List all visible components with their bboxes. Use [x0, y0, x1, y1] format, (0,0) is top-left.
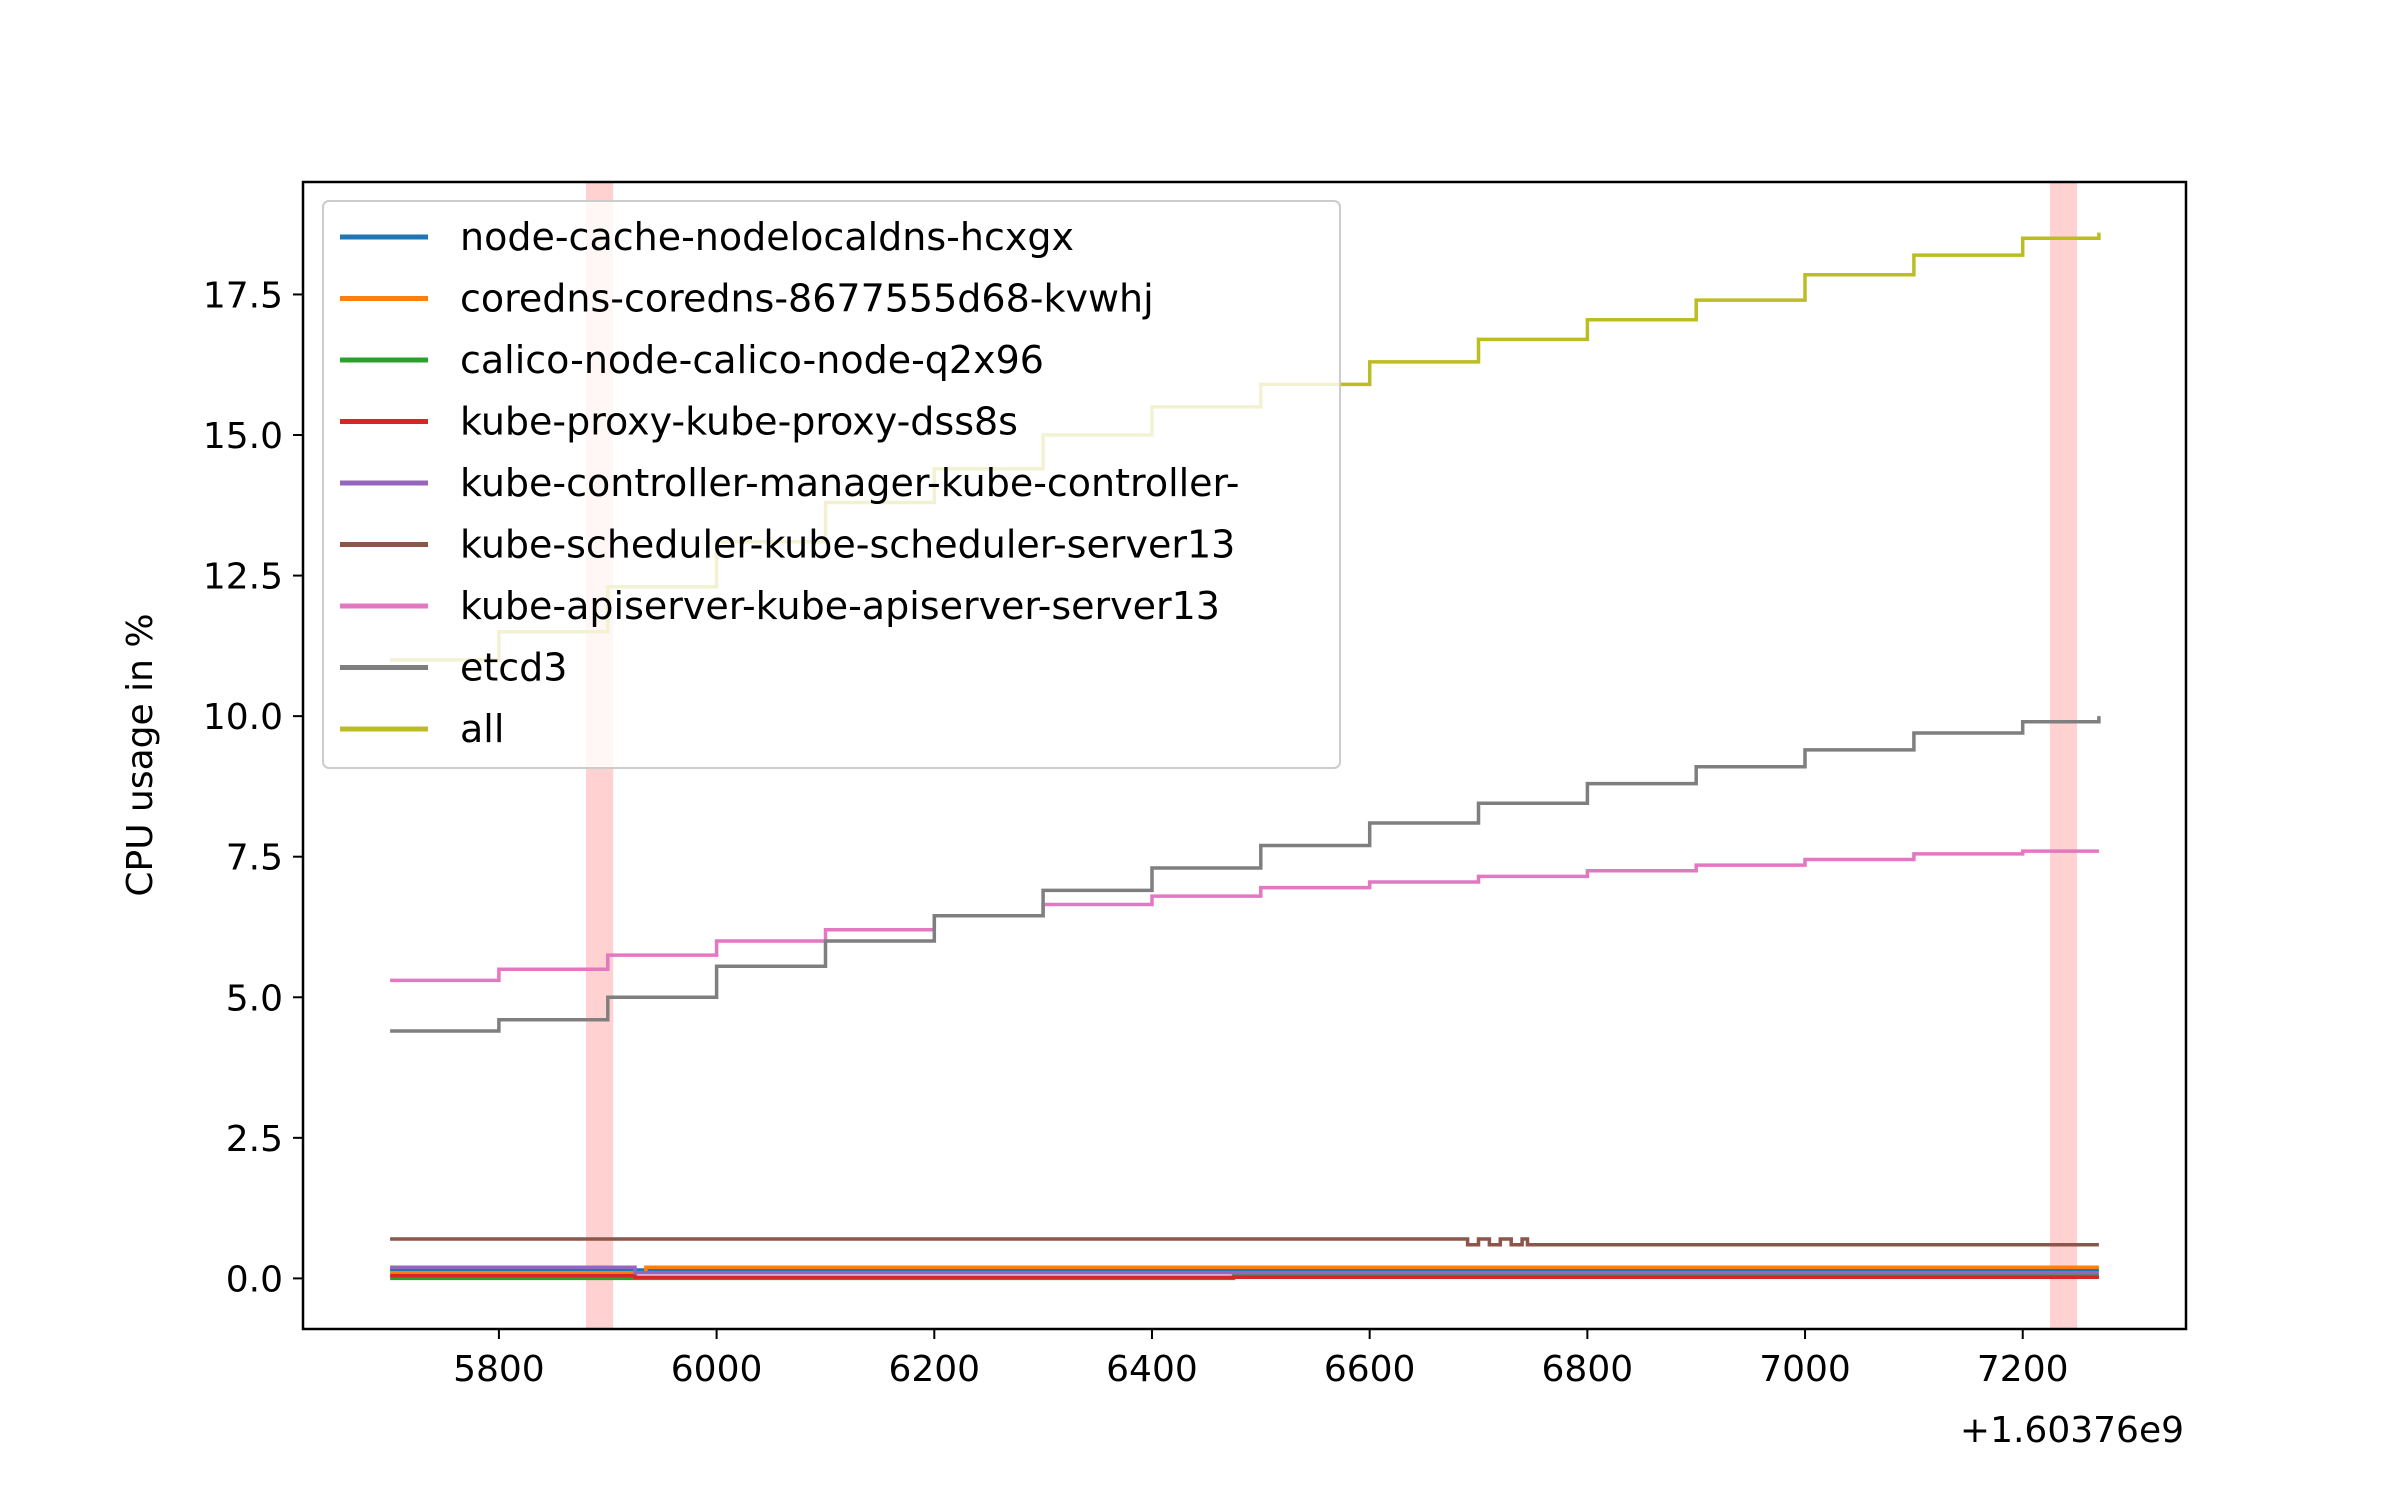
legend-label: all	[460, 707, 504, 751]
legend-label: kube-controller-manager-kube-controller-	[460, 461, 1239, 505]
series-line-kube-apiserver-kube-apiserver-server13	[390, 849, 2099, 983]
y-tick-label: 15.0	[203, 416, 283, 457]
series-line-kube-proxy-kube-proxy-dss8s	[390, 1273, 2099, 1280]
y-axis-label: CPU usage in %	[120, 613, 161, 896]
highlight-band-2	[2049, 182, 2078, 1329]
y-tick-label: 7.5	[226, 838, 283, 879]
legend-label: etcd3	[460, 646, 567, 690]
legend-label: calico-node-calico-node-q2x96	[460, 338, 1044, 382]
x-tick-label: 6600	[1324, 1349, 1416, 1390]
series-line-kube-scheduler-kube-scheduler-server13	[390, 1237, 2099, 1247]
y-tick-label: 12.5	[203, 557, 283, 598]
x-tick-label: 6400	[1106, 1349, 1198, 1390]
legend-label: kube-proxy-kube-proxy-dss8s	[460, 400, 1018, 444]
legend: node-cache-nodelocaldns-hcxgx coredns-cor…	[322, 200, 1341, 769]
legend-label: kube-apiserver-kube-apiserver-server13	[460, 584, 1220, 628]
x-tick-label: 6800	[1542, 1349, 1634, 1390]
x-tick-label: 6000	[671, 1349, 763, 1390]
legend-label: coredns-coredns-8677555d68-kvwhj	[460, 277, 1154, 321]
series-line-etcd3	[390, 716, 2101, 1033]
x-tick-label: 7200	[1977, 1349, 2069, 1390]
x-tick-label: 7000	[1759, 1349, 1851, 1390]
y-tick-label: 2.5	[226, 1119, 283, 1160]
y-tick-label: 17.5	[203, 275, 283, 316]
legend-label: kube-scheduler-kube-scheduler-server13	[460, 523, 1235, 567]
x-offset-label: +1.60376e9	[1960, 1410, 2184, 1451]
x-tick-label: 5800	[453, 1349, 545, 1390]
y-axis: 0.0 2.5 5.0 7.5 10.0 12.5 15.0 17.5	[203, 275, 303, 1300]
y-tick-label: 0.0	[226, 1259, 283, 1300]
x-tick-label: 6200	[888, 1349, 980, 1390]
x-axis: 5800 6000 6200 6400 6600 6800 7000 7200	[453, 1329, 2069, 1390]
y-tick-label: 5.0	[226, 978, 283, 1019]
plot-frame	[301, 180, 2188, 1331]
series-line-kube-controller-manager-kube-controller	[390, 1265, 2099, 1275]
y-tick-label: 10.0	[203, 697, 283, 738]
legend-label: node-cache-nodelocaldns-hcxgx	[460, 215, 1074, 259]
legend-box	[322, 200, 1341, 769]
